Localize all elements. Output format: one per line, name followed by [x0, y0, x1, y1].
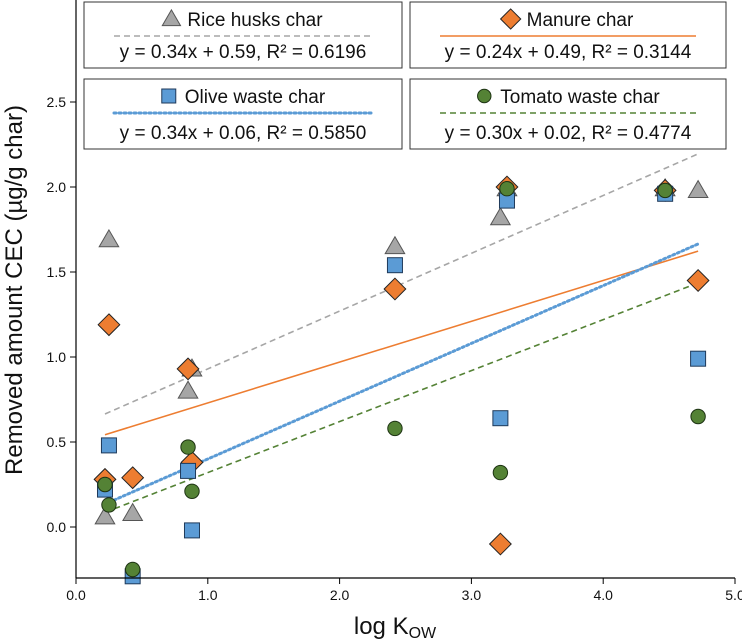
legend-entry: Rice husks char y = 0.34x + 0.59, R² = 0.… — [83, 1, 403, 69]
data-point-circle — [97, 476, 113, 493]
legend-label: Olive waste char — [185, 87, 326, 108]
legend-equation: y = 0.34x + 0.59, R² = 0.6196 — [120, 42, 367, 63]
data-point-triangle — [384, 235, 406, 255]
data-point-square — [492, 410, 509, 427]
legend-label: Manure char — [527, 10, 634, 31]
x-axis-title: log KOW — [354, 613, 437, 641]
data-point-triangle — [489, 206, 512, 226]
data-point-circle — [387, 420, 403, 437]
trendline-circle — [104, 282, 699, 514]
legend-entry: Manure char y = 0.24x + 0.49, R² = 0.3144 — [409, 1, 727, 69]
trendline-square — [103, 242, 700, 506]
x-axis-title-main: log K — [354, 613, 409, 640]
data-point-circle — [492, 464, 509, 481]
y-tick-label: 0.5 — [47, 434, 67, 450]
data-point-triangle — [122, 502, 144, 521]
legend-entry: Tomato waste char y = 0.30x + 0.02, R² = … — [409, 78, 727, 150]
legend-marker-circle — [477, 88, 492, 104]
data-point-triangle — [687, 179, 709, 198]
legend-marker-square — [161, 88, 177, 104]
data-point-triangle — [98, 228, 120, 248]
trendline-diamond — [104, 250, 699, 436]
legend-label: Tomato waste char — [500, 87, 660, 108]
legend-entry: Olive waste char y = 0.34x + 0.06, R² = 0… — [83, 78, 403, 150]
y-tick-label: 1.0 — [47, 349, 67, 365]
x-tick-label: 4.0 — [593, 587, 613, 603]
legend-box — [409, 1, 727, 69]
data-point-diamond — [686, 268, 710, 293]
data-point-circle — [657, 182, 673, 199]
data-point-diamond — [97, 313, 121, 337]
data-point-circle — [690, 408, 706, 425]
data-point-circle — [184, 483, 200, 499]
data-point-diamond — [383, 277, 407, 301]
legend: Rice husks char y = 0.34x + 0.59, R² = 0.… — [83, 1, 727, 150]
data-point-square — [386, 257, 403, 274]
data-point-circle — [124, 561, 141, 578]
data-point-triangle — [94, 506, 116, 525]
x-tick-label: 1.0 — [198, 587, 218, 603]
y-axis-ticks: 0.0 0.5 1.0 1.5 2.0 2.5 — [47, 94, 76, 535]
x-axis-ticks: 0.0 1.0 2.0 3.0 4.0 5.0 — [66, 578, 742, 603]
y-axis-title: Removed amount CEC (µg/g char) — [1, 105, 28, 475]
legend-label: Rice husks char — [187, 10, 323, 31]
legend-equation: y = 0.30x + 0.02, R² = 0.4774 — [445, 123, 692, 144]
data-point-circle — [101, 497, 117, 513]
data-point-triangle — [177, 380, 199, 399]
data-point-square — [180, 462, 197, 479]
data-point-diamond — [488, 532, 512, 556]
data-point-square — [183, 522, 200, 539]
legend-box — [83, 1, 403, 69]
legend-box — [409, 78, 727, 150]
legend-equation: y = 0.24x + 0.49, R² = 0.3144 — [445, 42, 692, 63]
data-point-diamond — [121, 466, 145, 490]
trendline-triangle — [104, 153, 699, 415]
x-tick-label: 2.0 — [330, 587, 350, 603]
data-point-circle — [499, 181, 515, 197]
data-point-square — [690, 350, 707, 367]
data-point-square — [100, 437, 117, 454]
data-point-diamond — [176, 357, 200, 381]
data-point-circle — [180, 439, 196, 455]
legend-marker-triangle — [161, 8, 182, 27]
y-tick-label: 2.5 — [47, 94, 67, 110]
x-tick-label: 3.0 — [462, 587, 482, 603]
legend-equation: y = 0.34x + 0.06, R² = 0.5850 — [120, 123, 367, 144]
x-tick-label: 0.0 — [66, 587, 86, 603]
trendlines — [103, 153, 700, 514]
data-points — [93, 175, 710, 585]
y-tick-label: 1.5 — [47, 264, 67, 280]
legend-marker-diamond — [499, 8, 522, 30]
x-tick-label: 5.0 — [725, 587, 742, 603]
x-axis-title-subscript: OW — [409, 625, 437, 641]
y-tick-label: 0.0 — [47, 519, 67, 535]
y-tick-label: 2.0 — [47, 179, 67, 195]
